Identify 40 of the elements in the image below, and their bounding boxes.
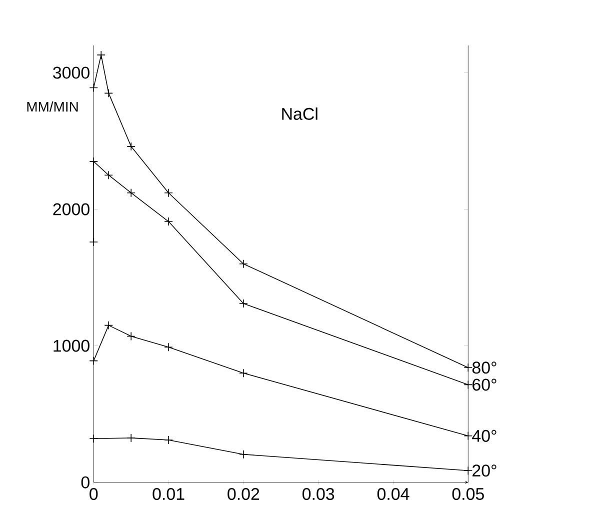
y-axis-title: MM/MIN — [27, 101, 78, 112]
x-tick-label: 0.02 — [228, 488, 260, 500]
point — [89, 156, 98, 166]
point — [89, 238, 98, 246]
point — [464, 466, 473, 475]
point — [126, 332, 136, 341]
text: NaCl — [282, 107, 318, 120]
y-tick-label: 0 — [81, 476, 90, 488]
point — [126, 188, 136, 198]
point — [89, 434, 98, 443]
point — [239, 450, 248, 459]
point — [239, 298, 248, 308]
x-tick-label: 0.04 — [377, 488, 410, 500]
series-label: 60° — [472, 378, 496, 391]
x-tick-label: 0.05 — [452, 488, 484, 500]
point — [104, 170, 114, 180]
x-tick-label: 0.01 — [152, 488, 184, 500]
point — [96, 50, 106, 60]
point — [164, 436, 173, 444]
x-tick-label: 0.03 — [302, 488, 334, 500]
point — [164, 217, 173, 226]
point — [126, 433, 136, 442]
point — [239, 259, 248, 268]
series-label: 40° — [472, 430, 496, 442]
series-label: 80° — [472, 362, 496, 374]
point — [164, 188, 173, 198]
legend-label: 20° — [472, 464, 496, 476]
point — [464, 380, 473, 389]
point — [126, 142, 136, 151]
point — [89, 356, 98, 366]
y-tick-label: 2000 — [53, 203, 90, 216]
x-tick-label: 0 — [90, 488, 98, 500]
point — [464, 363, 473, 372]
point — [239, 368, 248, 378]
point — [104, 320, 114, 330]
y-tick-label: 3000 — [53, 66, 90, 79]
point — [164, 342, 173, 352]
y-tick-label: 1000 — [54, 340, 90, 352]
point — [89, 83, 98, 92]
point — [104, 88, 114, 98]
